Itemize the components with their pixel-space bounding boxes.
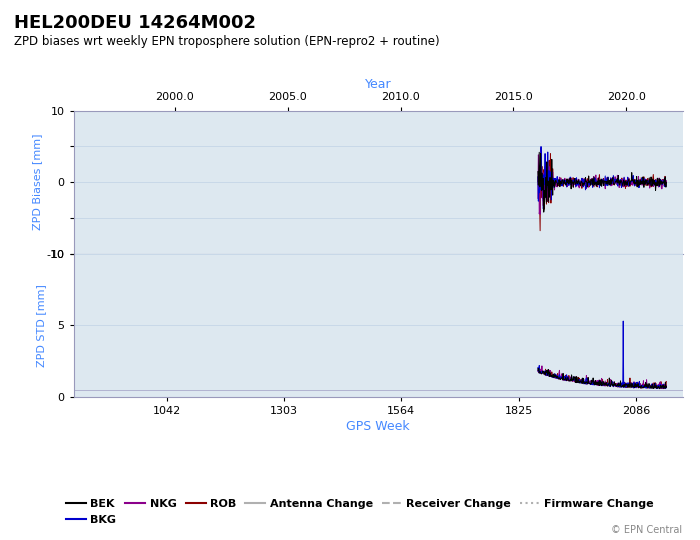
Text: HEL200DEU 14264M002: HEL200DEU 14264M002 (14, 14, 256, 31)
X-axis label: GPS Week: GPS Week (346, 420, 410, 433)
X-axis label: Year: Year (365, 78, 391, 91)
Y-axis label: ZPD STD [mm]: ZPD STD [mm] (36, 284, 46, 367)
Y-axis label: ZPD Biases [mm]: ZPD Biases [mm] (32, 134, 42, 231)
Text: © EPN Central: © EPN Central (611, 524, 682, 535)
Text: ZPD biases wrt weekly EPN troposphere solution (EPN-repro2 + routine): ZPD biases wrt weekly EPN troposphere so… (14, 35, 440, 48)
Legend: BEK, BKG, NKG, ROB, Antenna Change, Receiver Change, Firmware Change: BEK, BKG, NKG, ROB, Antenna Change, Rece… (62, 495, 658, 529)
